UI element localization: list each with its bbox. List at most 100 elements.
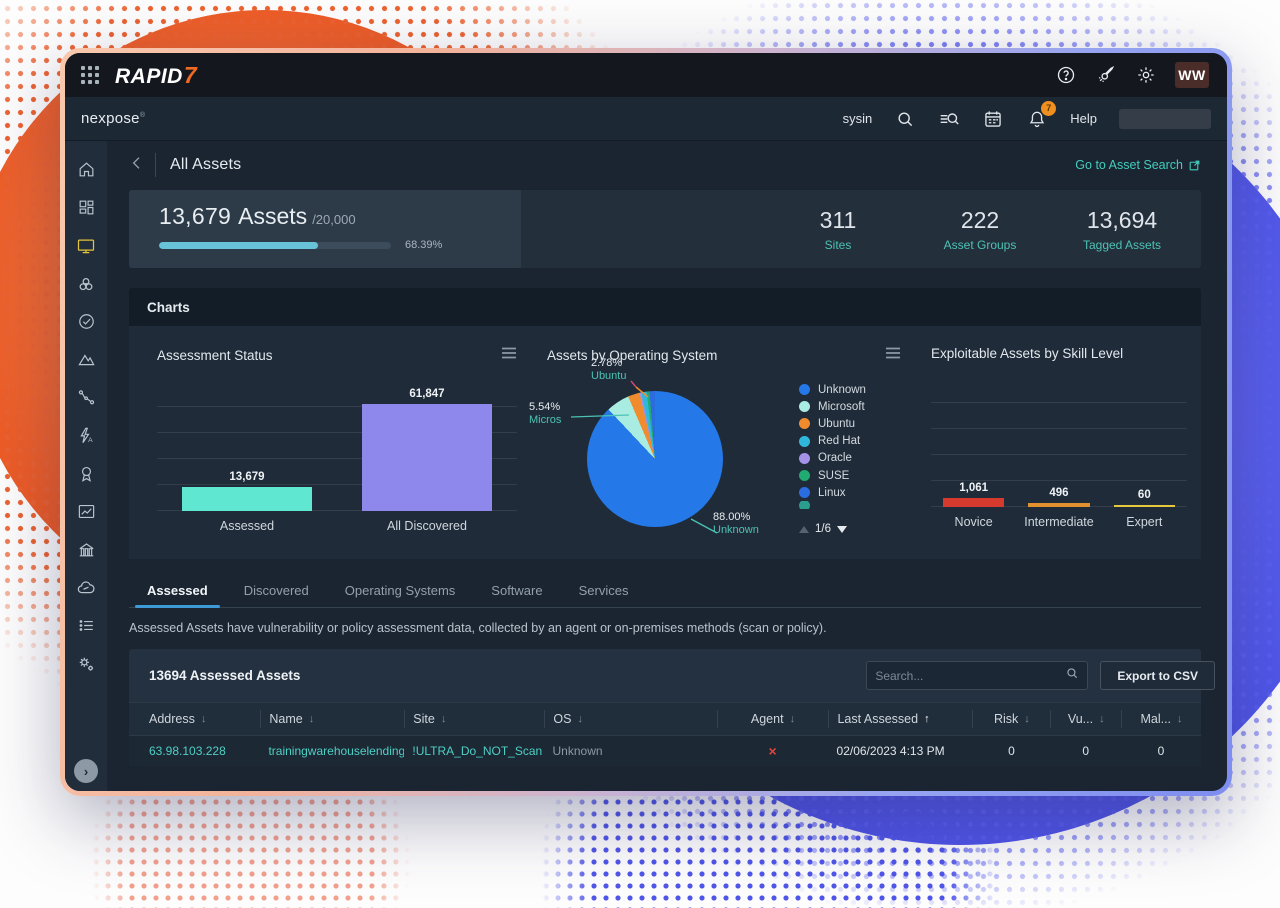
legend-item-ubuntu: Ubuntu: [799, 415, 911, 432]
sidebar-item-dashboards[interactable]: [69, 189, 103, 226]
svg-text:A: A: [88, 437, 93, 444]
product-bar: nexpose® sysin: [65, 97, 1227, 141]
legend-item-suse: SUSE: [799, 467, 911, 484]
legend-page-up-icon[interactable]: [799, 525, 809, 533]
chart-menu-icon[interactable]: [885, 346, 901, 365]
help-link[interactable]: Help: [1070, 111, 1097, 126]
page-header: All Assets Go to Asset Search: [129, 153, 1201, 177]
logo-text: RAPID: [115, 64, 183, 88]
tab-software[interactable]: Software: [491, 583, 543, 598]
sidebar-expand-button[interactable]: ›: [74, 759, 98, 783]
legend-item-microsoft: Microsoft: [799, 398, 911, 415]
calendar-icon[interactable]: [982, 108, 1004, 130]
platform-topbar: RAPID 7: [65, 53, 1227, 97]
bar-all-discovered[interactable]: 61,847: [337, 388, 517, 511]
column-header-address[interactable]: Address ↓: [149, 712, 207, 726]
sidebar-item-management[interactable]: [69, 607, 103, 644]
assets-license-total: /20,000: [312, 212, 356, 227]
sidebar-item-automation[interactable]: A: [69, 417, 103, 454]
notifications-bell-icon[interactable]: 7: [1026, 100, 1057, 130]
sidebar-item-administration[interactable]: [69, 531, 103, 568]
pie-callout-ubuntu: 2.78% Ubuntu: [591, 357, 627, 382]
user-avatar[interactable]: WW: [1175, 62, 1209, 88]
chart-menu-icon[interactable]: [501, 346, 517, 365]
charts-section-title: Charts: [147, 299, 190, 315]
pie-callout-unknown: 88.00% Unknown: [713, 511, 759, 536]
legend-item-unknown: Unknown: [799, 381, 911, 398]
stat-sites: 311 Sites: [819, 206, 857, 252]
os-pie-chart[interactable]: [587, 391, 723, 527]
help-circle-icon[interactable]: [1055, 64, 1077, 86]
column-header-name[interactable]: Name ↓: [260, 710, 404, 728]
sidebar-item-policies[interactable]: [69, 303, 103, 340]
table-search: [866, 661, 1089, 690]
go-to-asset-search-link[interactable]: Go to Asset Search: [1075, 158, 1201, 172]
tab-discovered[interactable]: Discovered: [243, 583, 309, 598]
bar-expert[interactable]: 60: [1102, 489, 1187, 507]
column-header-os[interactable]: OS ↓: [544, 710, 716, 728]
column-header-risk[interactable]: Risk ↓: [972, 710, 1050, 728]
chart-assets-by-os: Assets by Operating System: [529, 338, 915, 545]
tab-services[interactable]: Services: [578, 583, 629, 598]
license-progress-pct: 68.39%: [405, 239, 443, 251]
legend-item-linux: Linux: [799, 484, 911, 501]
asset-tabs: Assessed Discovered Operating Systems Softw…: [129, 575, 1201, 608]
sidebar-item-tickets[interactable]: [69, 455, 103, 492]
sidebar-item-cloud[interactable]: [69, 569, 103, 606]
external-link-icon: [1189, 160, 1200, 170]
agent-missing-icon: ×: [768, 743, 777, 759]
license-progress-bar: [159, 241, 391, 249]
sidebar-item-assets[interactable]: [69, 227, 103, 264]
column-header-agent[interactable]: Agent ↓: [716, 710, 829, 728]
tab-assessed[interactable]: Assessed: [129, 575, 226, 608]
assets-usage-card: 13,679 Assets /20,000 68.39%: [129, 190, 521, 268]
column-header-last-assessed[interactable]: Last Assessed ↑: [828, 710, 972, 728]
legend-item-oracle: Oracle: [799, 450, 911, 467]
cell-name[interactable]: trainingwarehouselending: [268, 744, 405, 758]
assets-count: 13,679: [159, 203, 232, 229]
pie-legend: Unknown Microsoft Ubuntu Red Hat Oracle …: [799, 381, 911, 521]
cell-vu-: 0: [1082, 744, 1090, 758]
app-window-frame: RAPID 7: [60, 48, 1232, 796]
sidebar-item-remediation[interactable]: [69, 379, 103, 416]
export-csv-button[interactable]: Export to CSV: [1100, 661, 1215, 690]
cell-site[interactable]: !ULTRA_Do_NOT_Scan: [412, 744, 543, 758]
cell-address[interactable]: 63.98.103.228: [149, 744, 226, 758]
rapid7-logo[interactable]: RAPID 7: [115, 62, 197, 89]
search-icon[interactable]: [894, 108, 916, 130]
column-header-mal-[interactable]: Mal... ↓: [1121, 710, 1201, 728]
bar-assessed[interactable]: 13,679: [157, 471, 337, 511]
bar-novice[interactable]: 1,061: [931, 482, 1016, 507]
legend-pagination: 1/6: [799, 523, 847, 535]
column-header-site[interactable]: Site ↓: [404, 710, 544, 728]
assets-summary-bar: 13,679 Assets /20,000 68.39%: [129, 190, 1201, 268]
sidebar-item-reports[interactable]: [69, 493, 103, 530]
sidebar-item-home[interactable]: [69, 151, 103, 188]
table-title: 13694 Assessed Assets: [149, 668, 301, 683]
legend-page-down-icon[interactable]: [837, 525, 847, 533]
column-header-vu-[interactable]: Vu... ↓: [1050, 710, 1121, 728]
cell-os: Unknown: [552, 744, 603, 758]
left-sidebar: A ›: [65, 141, 107, 791]
tab-description: Assessed Assets have vulnerability or po…: [129, 621, 827, 635]
tab-operating-systems[interactable]: Operating Systems: [344, 583, 456, 598]
legend-item-partial: [799, 501, 911, 510]
app-switcher-icon[interactable]: [81, 66, 99, 84]
table-row[interactable]: 63.98.103.228 trainingwarehouselending !UL…: [129, 736, 1201, 766]
notification-badge: 7: [1041, 100, 1057, 116]
table-header-row: Address ↓ Name ↓ Site ↓ OS ↓ Agent ↓ Last Assessed…: [129, 702, 1201, 736]
sidebar-item-vulnerabilities[interactable]: [69, 265, 103, 302]
sidebar-item-settings[interactable]: [69, 645, 103, 682]
stat-tagged-assets: 13,694 Tagged Assets: [1082, 206, 1162, 252]
main-content: All Assets Go to Asset Search 13,67: [107, 141, 1227, 791]
table-search-input[interactable]: [875, 668, 1066, 683]
launcher-rocket-icon[interactable]: [1095, 64, 1117, 86]
charts-panel: Charts Assessment Status 13,679: [129, 288, 1201, 559]
advanced-search-icon[interactable]: [938, 108, 960, 130]
chart-exploitable-by-skill: Exploitable Assets by Skill Level 1,061 4…: [915, 338, 1201, 545]
back-chevron-icon[interactable]: [129, 155, 155, 176]
bar-intermediate[interactable]: 496: [1016, 487, 1101, 507]
sidebar-item-goals[interactable]: [69, 341, 103, 378]
search-icon[interactable]: [1065, 666, 1079, 685]
settings-gear-icon[interactable]: [1135, 64, 1157, 86]
